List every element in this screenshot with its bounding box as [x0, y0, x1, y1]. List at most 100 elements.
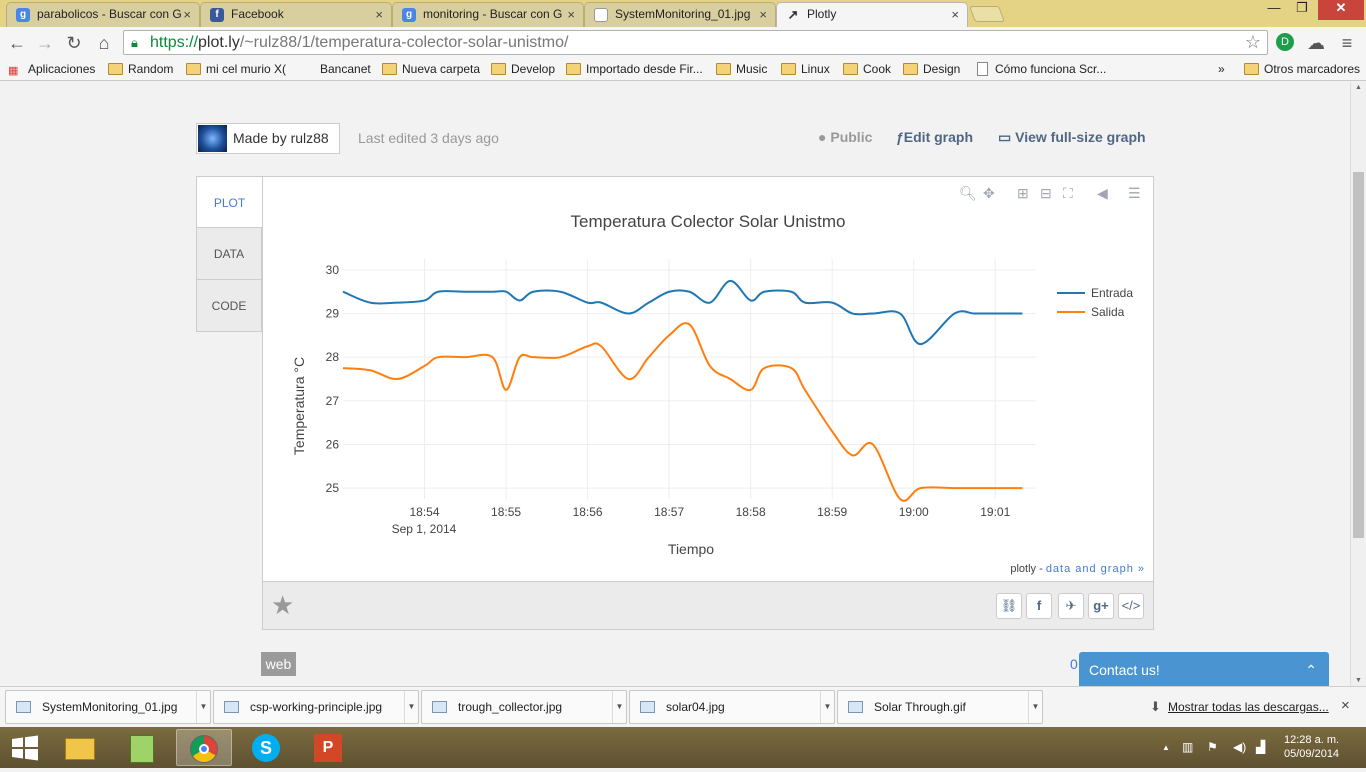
chevron-down-icon[interactable]: ▼	[820, 691, 834, 723]
maximize-icon[interactable]: ❐	[1296, 0, 1308, 15]
bookmark-folder[interactable]: Design	[903, 62, 960, 76]
apps-icon: ▦	[8, 65, 18, 77]
show-all-downloads-link[interactable]: Mostrar todas las descargas...	[1168, 700, 1329, 714]
autoscale-icon[interactable]: ⛶	[1063, 185, 1073, 201]
close-tab-icon[interactable]: ×	[951, 7, 959, 22]
close-tab-icon[interactable]: ×	[759, 7, 767, 22]
system-clock[interactable]: 12:28 a. m. 05/09/2014	[1284, 733, 1339, 761]
browser-tab[interactable]: SystemMonitoring_01.jpg ×	[584, 2, 776, 27]
cloud-icon[interactable]: ☁	[1307, 33, 1325, 53]
bookmark-page[interactable]: Cómo funciona Scr...	[975, 62, 1106, 76]
close-downloads-icon[interactable]: ×	[1341, 697, 1350, 714]
minimize-icon[interactable]: —	[1267, 0, 1281, 15]
star-icon[interactable]: ☆	[1244, 32, 1261, 52]
scroll-down-icon[interactable]: ▼	[1355, 677, 1362, 684]
comment-count[interactable]: 0	[1070, 656, 1078, 672]
page-scrollbar[interactable]: ▲ ▼	[1350, 82, 1366, 686]
chevron-down-icon[interactable]: ▼	[404, 691, 418, 723]
file-explorer-icon[interactable]	[52, 729, 108, 766]
image-file-icon	[224, 701, 239, 713]
data-and-graph-link[interactable]: data and graph »	[1045, 563, 1145, 575]
zoom-in-icon[interactable]: ⊞	[1017, 185, 1029, 201]
link-icon[interactable]: ⛓	[996, 593, 1022, 619]
bookmark-other[interactable]: Otros marcadores	[1244, 62, 1360, 76]
star-icon[interactable]: ★	[271, 590, 295, 620]
download-item[interactable]: SystemMonitoring_01.jpg ▼	[5, 690, 211, 724]
close-tab-icon[interactable]: ×	[567, 7, 575, 22]
bookmark-link[interactable]: Bancanet	[320, 62, 371, 76]
tab-data[interactable]: DATA	[196, 228, 262, 280]
powerpoint-icon[interactable]: P	[300, 729, 356, 766]
bookmark-folder[interactable]: Nueva carpeta	[382, 62, 480, 76]
chrome-icon[interactable]	[176, 729, 232, 766]
extension-icon[interactable]: D	[1276, 33, 1294, 51]
menu-icon[interactable]: ≡	[1341, 33, 1353, 53]
address-bar[interactable]: 🔒︎ https://plot.ly/~rulz88/1/temperatura…	[123, 30, 1268, 55]
view-full-size-link[interactable]: ▭ View full-size graph	[998, 129, 1146, 145]
series-line-entrada[interactable]	[342, 279, 1023, 346]
bookmark-folder[interactable]: Music	[716, 62, 767, 76]
bookmark-folder[interactable]: Random	[108, 62, 173, 76]
close-tab-icon[interactable]: ×	[375, 7, 383, 22]
pan-icon[interactable]: ✥	[983, 185, 995, 201]
browser-tab[interactable]: f Facebook ×	[200, 2, 392, 27]
skype-icon[interactable]: S	[238, 729, 294, 766]
tab-code[interactable]: CODE	[196, 280, 262, 332]
back-icon[interactable]: ←	[8, 33, 26, 53]
home-icon[interactable]: ⌂	[98, 33, 110, 53]
flag-icon[interactable]: ⚑	[1207, 740, 1218, 754]
zoom-out-icon[interactable]: ⊟	[1040, 185, 1052, 201]
google-icon: g	[402, 8, 416, 22]
zoom-icon[interactable]: 🔍︎	[959, 185, 977, 201]
hover-compare-icon[interactable]: ☰	[1128, 185, 1141, 201]
folder-icon	[716, 63, 731, 75]
browser-tab[interactable]: g monitoring - Buscar con G ×	[392, 2, 584, 27]
chevron-down-icon[interactable]: ▼	[1028, 691, 1042, 723]
series-line-salida[interactable]	[342, 322, 1023, 502]
tag-web[interactable]: web	[261, 652, 296, 676]
close-window-icon[interactable]: ✕	[1318, 0, 1364, 20]
download-item[interactable]: trough_collector.jpg ▼	[421, 690, 627, 724]
bookmark-folder[interactable]: mi cel murio X(	[186, 62, 286, 76]
notepad-plus-icon[interactable]	[114, 729, 170, 766]
download-item[interactable]: Solar Through.gif ▼	[837, 690, 1043, 724]
legend-label[interactable]: Salida	[1091, 305, 1125, 319]
new-tab-button[interactable]	[969, 6, 1005, 22]
chevron-up-icon[interactable]: ⌃	[1305, 662, 1317, 678]
scrollbar-thumb[interactable]	[1353, 172, 1364, 538]
browser-tab[interactable]: g parabolicos - Buscar con G ×	[6, 2, 200, 27]
twitter-icon[interactable]: ✈	[1058, 593, 1084, 619]
tab-plot[interactable]: PLOT	[196, 176, 262, 228]
edit-graph-link[interactable]: ƒEdit graph	[896, 129, 974, 145]
tray-expand-icon[interactable]: ▲	[1162, 743, 1170, 752]
chart-title: Temperatura Colector Solar Unistmo	[571, 212, 846, 231]
start-button[interactable]	[4, 729, 46, 766]
reload-icon[interactable]: ↻	[66, 33, 82, 53]
made-by-badge[interactable]: Made by rulz88	[196, 123, 340, 154]
close-tab-icon[interactable]: ×	[183, 7, 191, 22]
bookmark-apps[interactable]: ▦ Aplicaciones	[8, 62, 96, 77]
network-devices-icon[interactable]: ▥	[1182, 740, 1194, 754]
download-item[interactable]: solar04.jpg ▼	[629, 690, 835, 724]
bookmark-folder[interactable]: Cook	[843, 62, 891, 76]
bookmark-folder[interactable]: Develop	[491, 62, 555, 76]
bookmark-folder[interactable]: Importado desde Fir...	[566, 62, 703, 76]
chevron-down-icon[interactable]: ▼	[196, 691, 210, 723]
volume-icon[interactable]: ◀)	[1233, 740, 1247, 754]
facebook-icon[interactable]: f	[1026, 593, 1052, 619]
legend-label[interactable]: Entrada	[1091, 286, 1133, 300]
x-tick-label: 18:55	[491, 505, 521, 519]
clock-time: 12:28 a. m.	[1284, 734, 1340, 746]
chevron-down-icon[interactable]: ▼	[612, 691, 626, 723]
download-item[interactable]: csp-working-principle.jpg ▼	[213, 690, 419, 724]
bookmark-folder[interactable]: Linux	[781, 62, 830, 76]
hover-closest-icon[interactable]: ◀	[1097, 185, 1108, 201]
google-plus-icon[interactable]: g+	[1088, 593, 1114, 619]
scroll-up-icon[interactable]: ▲	[1355, 84, 1362, 91]
forward-icon[interactable]: →	[36, 33, 54, 53]
embed-code-icon[interactable]: </>	[1118, 593, 1144, 619]
bookmarks-overflow[interactable]: »	[1218, 62, 1225, 76]
wifi-icon[interactable]: ▟	[1256, 740, 1266, 754]
browser-tab-active[interactable]: ↗ Plotly ×	[776, 2, 968, 27]
contact-us-widget[interactable]: Contact us! ⌃	[1079, 652, 1329, 686]
